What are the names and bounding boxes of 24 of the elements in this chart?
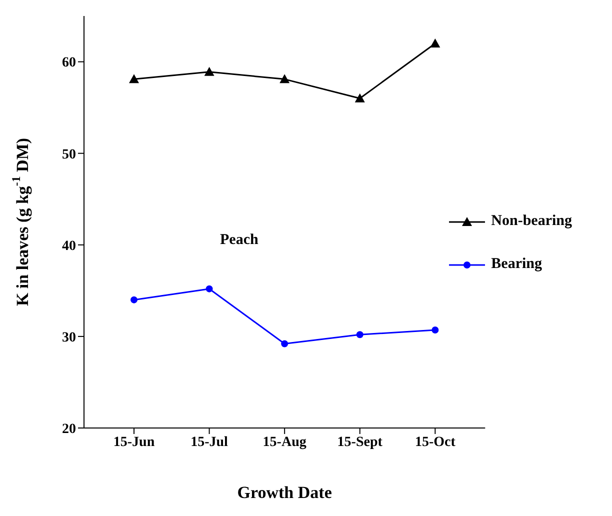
- point: [432, 326, 439, 334]
- x-tick-label: 15-Oct: [414, 434, 456, 450]
- y-tick-label: 40: [62, 238, 76, 254]
- y-tick-label: 60: [62, 56, 76, 71]
- point: [206, 285, 213, 292]
- point: [356, 331, 364, 338]
- y-tick-label: 50: [62, 147, 76, 162]
- point: [130, 296, 138, 304]
- point: [280, 74, 290, 84]
- point: [354, 93, 365, 102]
- point: [204, 66, 214, 76]
- x-axis-title: Growth Date: [237, 483, 332, 502]
- point: [430, 38, 440, 48]
- x-tick-label: 15-Aug: [262, 434, 306, 450]
- legend-label: Non-bearing: [491, 213, 572, 230]
- point: [129, 74, 139, 84]
- legend-label: Bearing: [491, 256, 542, 273]
- x-tick-label: 15-Jun: [113, 434, 155, 450]
- annotation: Peach: [220, 232, 258, 249]
- x-tick-label: 15-Jul: [190, 434, 228, 450]
- point: [281, 340, 288, 348]
- x-tick-label: 15-Sept: [337, 434, 383, 450]
- y-tick-label: 20: [62, 422, 76, 437]
- y-tick-label: 30: [62, 330, 76, 346]
